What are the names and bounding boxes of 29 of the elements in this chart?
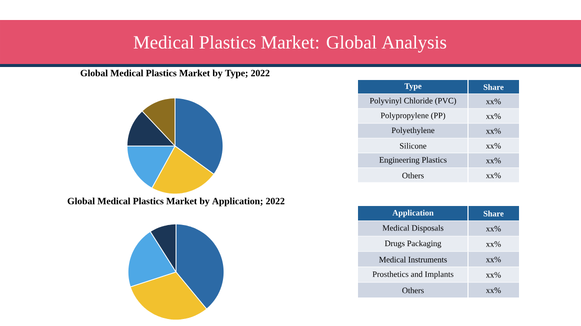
text: Medical Plastics Market: Global Analysis (134, 36, 446, 52)
text: Prosthetics and Implants (372, 271, 454, 279)
text: Share (484, 210, 504, 216)
text: Polyvinyl Chloride (PVC) (370, 98, 456, 106)
text: xx% (486, 226, 501, 232)
text: Others (402, 287, 424, 294)
text: Engineering Plastics (379, 156, 447, 164)
text: Polyethylene (392, 127, 434, 135)
text: xx% (486, 128, 501, 134)
chart-title: Global Medical Plastics Market by Application; 2022 (68, 198, 284, 206)
text: Share (484, 84, 504, 90)
text: Medical Instruments (379, 256, 447, 262)
text: xx% (486, 143, 501, 149)
text: xx% (486, 158, 501, 164)
text: xx% (486, 98, 501, 104)
text: xx% (486, 241, 501, 247)
text: Medical Disposals (382, 224, 444, 232)
text: xx% (486, 288, 501, 294)
text: Type (404, 83, 422, 91)
text: Polypropylene (PP) (380, 112, 446, 120)
text: Silicone (400, 142, 426, 149)
text: xx% (486, 113, 501, 120)
text: xx% (486, 256, 501, 262)
text: xx% (486, 272, 501, 278)
text: Application (392, 210, 434, 218)
chart-title: Global Medical Plastics Market by Type; 2022 (80, 70, 270, 78)
text: Others (402, 172, 424, 178)
text: Drugs Packaging (384, 240, 442, 248)
text: xx% (486, 172, 501, 178)
